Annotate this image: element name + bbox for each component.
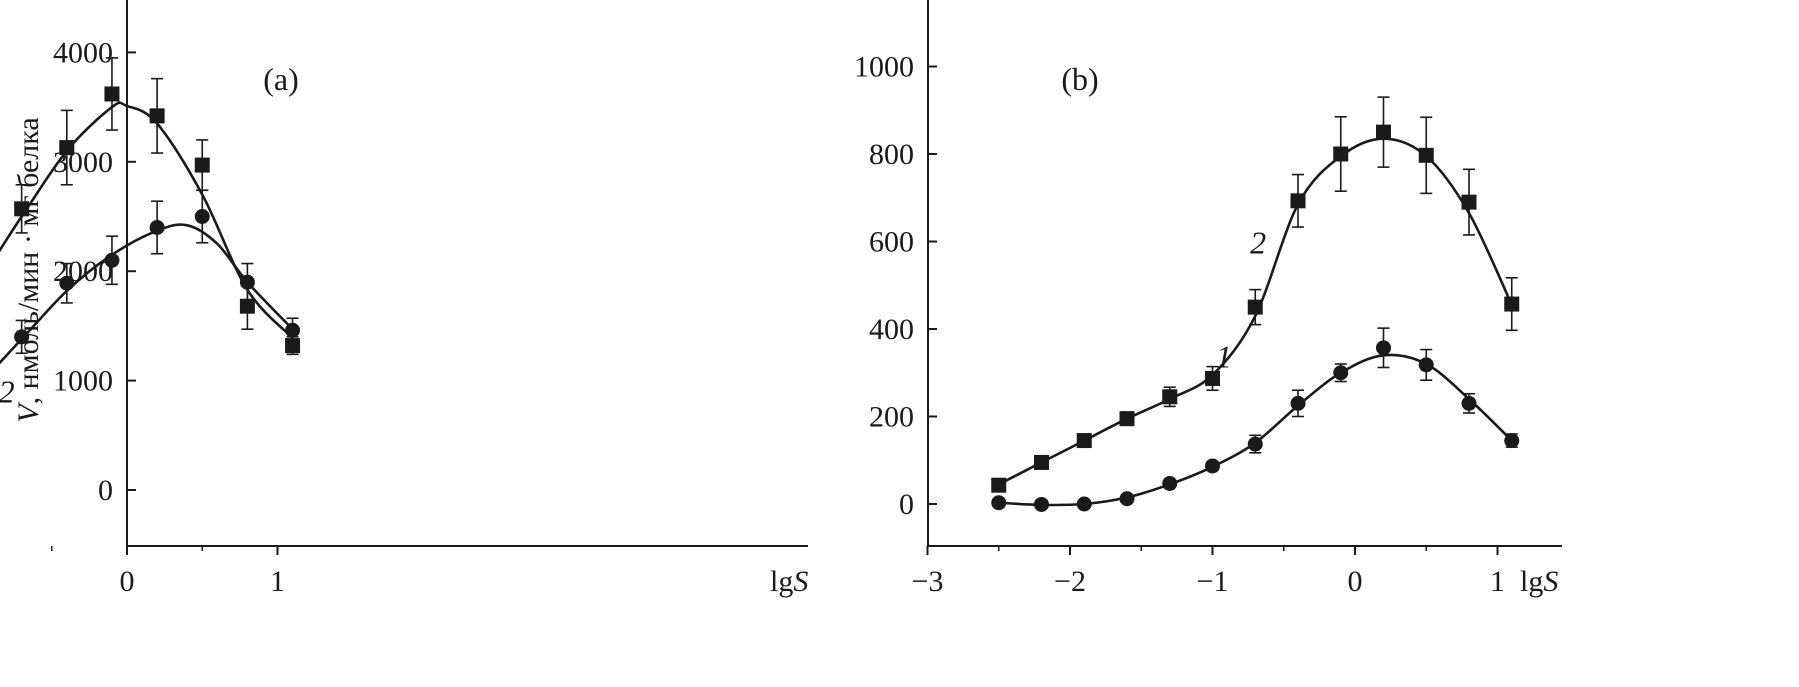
series-2-circle: 2 (0, 189, 301, 410)
y-tick-label: 400 (869, 313, 914, 346)
data-point-circle (1162, 475, 1178, 491)
data-point-square (1504, 296, 1520, 312)
data-point-circle (285, 322, 301, 338)
data-point-circle (1076, 496, 1092, 512)
y-tick-label: 1000 (854, 51, 914, 84)
y-tick-label: 4000 (53, 36, 113, 69)
data-point-square (1333, 146, 1349, 162)
x-tick-label: 1 (1490, 565, 1505, 598)
data-point-circle (1504, 433, 1520, 449)
data-point-circle (1461, 395, 1477, 411)
data-point-square (1461, 194, 1477, 210)
x-tick-label: −1 (1197, 565, 1229, 598)
x-axis-label-var: S (793, 565, 808, 598)
panel-label: (b) (1061, 61, 1098, 97)
series-1-square: 1 (0, 57, 301, 356)
x-tick-label: 0 (120, 565, 135, 598)
x-tick-label: 1 (270, 565, 285, 598)
panel-label: (a) (263, 61, 299, 97)
y-axis-label-unit: , нмоль/мин · мг белка (12, 117, 45, 404)
data-point-square (104, 86, 120, 102)
y-axis-label: V, нмоль/мин · мг белка (12, 117, 45, 422)
data-point-circle (1119, 491, 1135, 507)
data-point-circle (1290, 395, 1306, 411)
data-point-square (239, 298, 255, 314)
curve-label: 2 (0, 374, 15, 410)
panel-b: −3 −2 −1 0 1 0 200 400 600 800 1000 (b) lgS 2 1 (854, 0, 1562, 598)
data-point-circle (104, 252, 120, 268)
data-point-square (991, 477, 1007, 493)
data-point-circle (149, 219, 165, 235)
x-axis-label-var: S (1543, 565, 1558, 598)
data-point-square (1247, 299, 1263, 315)
data-point-circle (59, 275, 75, 291)
data-point-square (59, 140, 75, 156)
y-tick-label: 800 (869, 138, 914, 171)
data-point-square (1076, 433, 1092, 449)
y-tick-label: 1000 (53, 365, 113, 398)
data-point-circle (14, 329, 30, 345)
data-point-circle (1376, 340, 1391, 356)
x-tick-label: −3 (912, 565, 944, 598)
curve-label: 2 (1250, 225, 1266, 261)
data-point-square (1034, 454, 1049, 470)
data-point-circle (1205, 458, 1220, 474)
x-tick-label: 0 (1348, 565, 1363, 598)
data-point-square (14, 201, 30, 217)
data-point-circle (1333, 365, 1349, 381)
data-point-square (1376, 124, 1391, 140)
data-point-square (1205, 370, 1220, 386)
x-tick-label: −2 (1054, 565, 1086, 598)
data-point-circle (1418, 357, 1434, 373)
data-point-square (1290, 193, 1306, 209)
series-2-square: 2 (991, 96, 1520, 493)
data-point-circle (1247, 436, 1263, 452)
data-point-square (194, 157, 210, 173)
x-axis-label: lgS (1520, 565, 1558, 598)
curve-label: 1 (1216, 338, 1232, 374)
data-point-circle (1034, 496, 1049, 512)
data-point-circle (991, 495, 1007, 511)
y-tick-label: 0 (98, 474, 113, 507)
y-tick-label: 0 (899, 488, 914, 521)
x-axis-label: lgS (770, 565, 808, 598)
y-axis-label-var: V (12, 401, 45, 423)
data-point-square (1119, 411, 1135, 427)
data-point-square (149, 108, 165, 124)
data-point-square (1418, 147, 1434, 163)
series-1-circle: 1 (991, 327, 1520, 512)
y-tick-label: 200 (869, 401, 914, 434)
data-point-circle (194, 209, 210, 224)
y-tick-label: 600 (869, 226, 914, 259)
data-point-circle (239, 274, 255, 290)
series-curve (0, 223, 294, 365)
data-point-square (1162, 389, 1178, 405)
series-curve (998, 353, 1513, 507)
